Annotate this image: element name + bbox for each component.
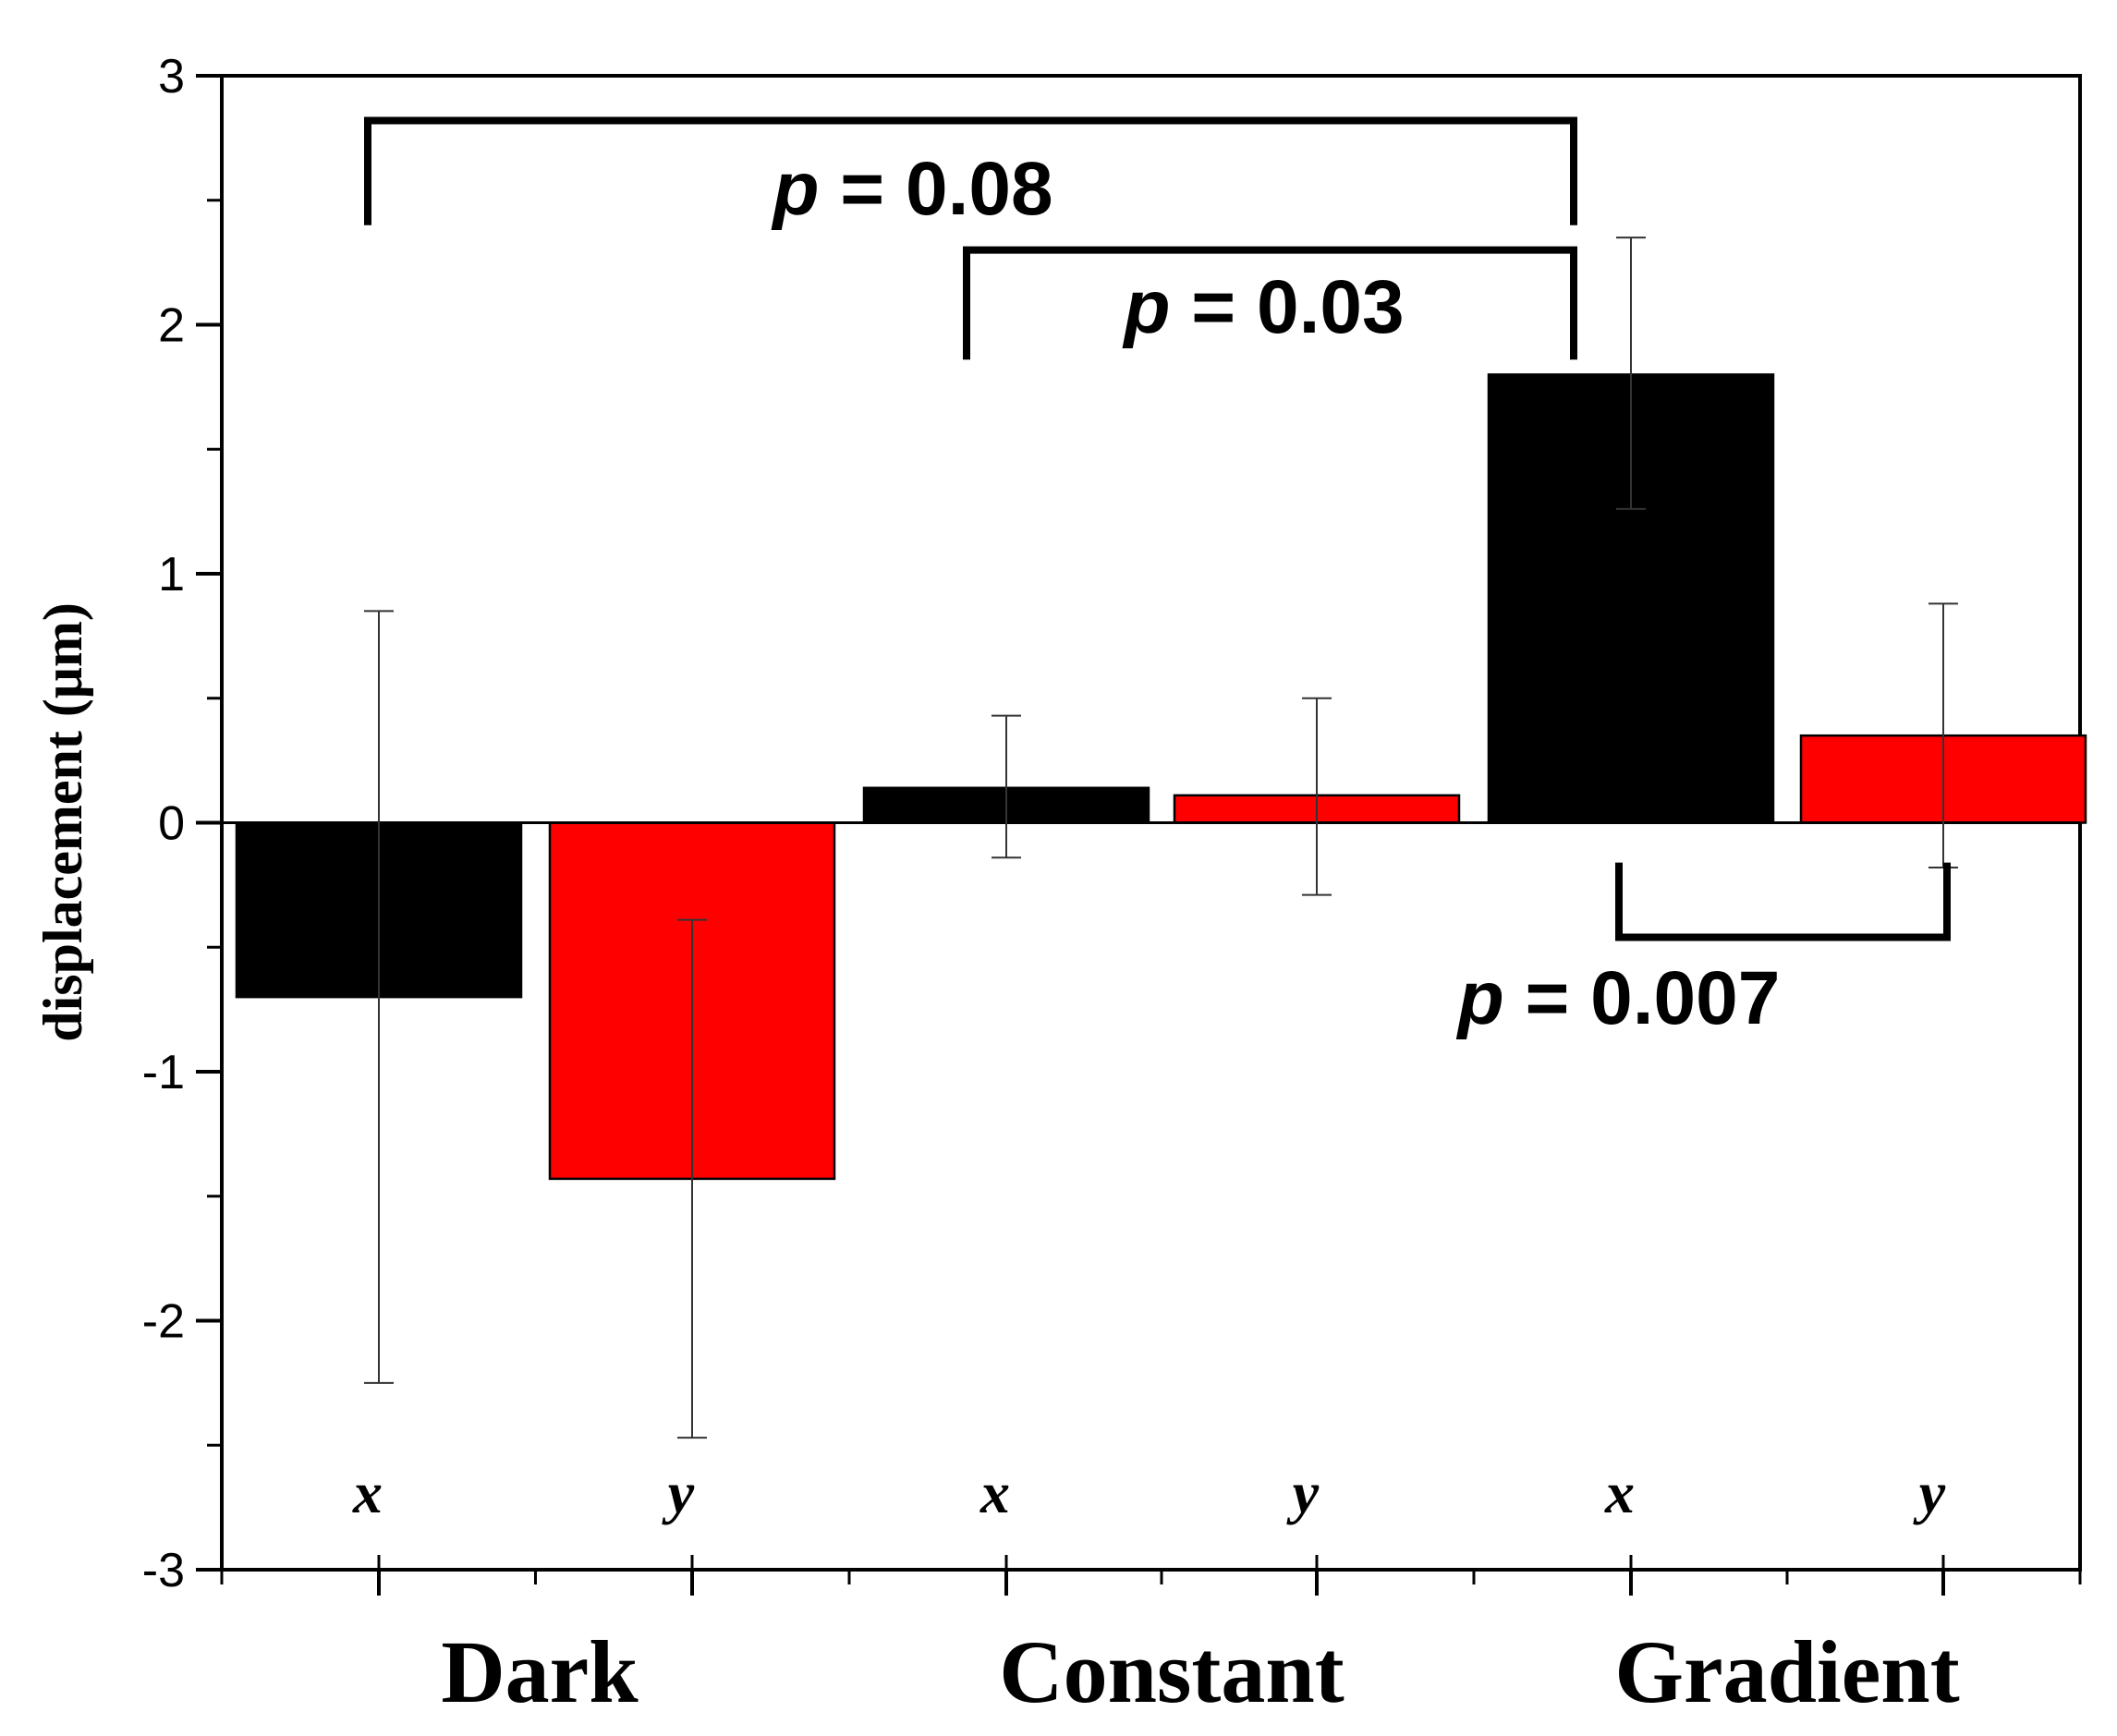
significance-bracket <box>963 246 1577 360</box>
bar-series <box>235 373 2087 1181</box>
y-tick-label: 2 <box>158 299 185 353</box>
p-value-text: = 0.03 <box>1171 265 1405 349</box>
p-symbol: p <box>1122 265 1170 349</box>
group-label-dark: Dark <box>441 1622 639 1721</box>
error-bars <box>364 237 1958 1439</box>
y-tick-label: 3 <box>158 50 185 103</box>
p-value-text: = 0.007 <box>1504 956 1781 1040</box>
x-axis-ticks <box>220 1555 2082 1596</box>
p-symbol: p <box>1456 956 1504 1040</box>
significance-brackets: p = 0.08p = 0.03p = 0.007 <box>364 116 1951 1040</box>
bar-axis-letter: y <box>1913 1460 1946 1525</box>
y-tick-label: 1 <box>158 548 185 601</box>
p-value-label: p = 0.007 <box>1456 956 1781 1040</box>
bar-axis-letter: x <box>979 1460 1010 1525</box>
p-value-label: p = 0.03 <box>1122 265 1404 349</box>
y-axis-label: displacement (μm) <box>32 602 93 1042</box>
bar-axis-letter: y <box>1286 1460 1320 1525</box>
y-tick-label: -1 <box>142 1046 185 1099</box>
significance-bracket <box>1615 862 1951 941</box>
y-axis-ticks: 3 2 1 0 -1 -2 -3 <box>142 50 222 1597</box>
bar-axis-letter: y <box>662 1460 695 1525</box>
bar-axis-letter: x <box>352 1460 383 1525</box>
significance-bracket <box>364 116 1577 225</box>
p-value-text: = 0.08 <box>820 147 1053 231</box>
group-label-gradient: Gradient <box>1614 1622 1959 1721</box>
bar-axis-letter: x <box>1604 1460 1635 1525</box>
p-symbol: p <box>771 147 819 231</box>
y-tick-label: 0 <box>158 797 185 851</box>
group-labels: Dark Constant Gradient <box>441 1622 1959 1721</box>
y-tick-label: -3 <box>142 1544 185 1597</box>
p-value-label: p = 0.08 <box>771 147 1052 231</box>
group-label-constant: Constant <box>999 1622 1344 1721</box>
y-tick-label: -2 <box>142 1295 185 1349</box>
